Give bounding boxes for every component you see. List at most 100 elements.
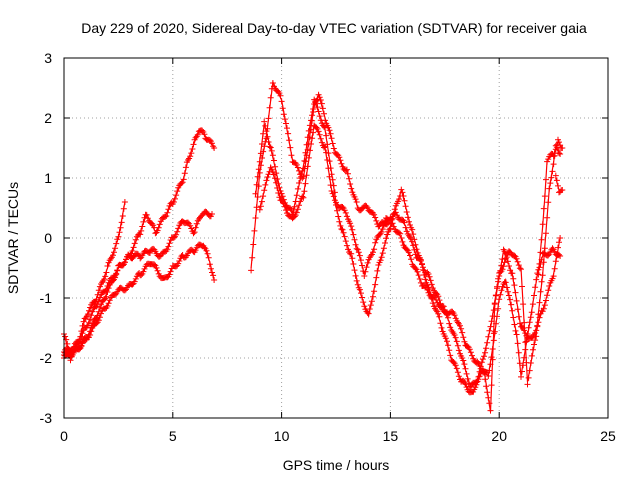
data-point (475, 360, 482, 367)
data-point (166, 240, 173, 247)
data-point (356, 252, 363, 259)
data-point (96, 314, 103, 321)
data-point (356, 286, 363, 293)
data-point (397, 230, 404, 237)
data-point (96, 283, 103, 290)
data-point (140, 268, 147, 275)
data-point (523, 338, 530, 345)
data-point (370, 293, 376, 300)
data-point (487, 407, 494, 414)
data-point (266, 143, 273, 150)
data-point (354, 246, 361, 253)
data-point (447, 352, 454, 359)
data-point (115, 233, 122, 240)
data-point (276, 194, 283, 201)
data-point (365, 310, 372, 317)
data-point (163, 213, 170, 219)
data-point (112, 245, 119, 252)
data-point (191, 229, 198, 236)
data-point (104, 289, 111, 295)
data-point (380, 222, 387, 229)
data-point (95, 287, 102, 294)
data-point (521, 319, 528, 326)
data-point (187, 222, 194, 229)
data-point (383, 235, 389, 242)
data-point (256, 206, 263, 213)
data-point (549, 168, 556, 175)
data-point (283, 207, 289, 214)
data-point (316, 113, 323, 120)
data-point (309, 112, 316, 119)
data-point (78, 342, 85, 349)
data-point (322, 143, 329, 150)
data-point (539, 221, 546, 228)
data-point (310, 129, 317, 136)
data-point (280, 111, 287, 118)
data-point (515, 262, 522, 269)
data-point (101, 276, 108, 283)
data-point (293, 192, 300, 199)
data-point (96, 294, 103, 301)
data-point (358, 257, 364, 264)
data-point (519, 368, 525, 375)
data-point (452, 334, 459, 341)
data-point (462, 365, 469, 372)
data-point (185, 219, 191, 226)
data-point (402, 203, 409, 210)
series-s1 (61, 199, 128, 364)
data-point (308, 117, 314, 124)
data-point (520, 362, 527, 369)
data-point (362, 268, 369, 275)
data-point (252, 215, 259, 221)
x-tick-label: 15 (383, 428, 399, 444)
data-point (506, 292, 512, 299)
data-point (509, 307, 516, 314)
data-point (420, 266, 426, 273)
data-point (490, 307, 497, 314)
data-point (541, 193, 548, 200)
data-point (532, 284, 539, 291)
data-point (556, 239, 562, 246)
data-point (487, 323, 494, 330)
data-point (391, 206, 398, 213)
data-point (405, 218, 412, 225)
grid (64, 58, 608, 418)
data-point (504, 288, 511, 295)
data-point (473, 381, 480, 388)
data-point (308, 141, 314, 147)
data-point (201, 131, 208, 138)
data-point (336, 154, 343, 161)
data-point (502, 255, 509, 262)
data-point (339, 204, 346, 210)
data-point (552, 172, 559, 179)
data-point (463, 384, 470, 391)
data-point (412, 265, 419, 272)
data-point (278, 197, 285, 204)
data-point (143, 211, 150, 218)
data-point (384, 231, 391, 238)
data-point (516, 320, 523, 327)
data-point (469, 352, 475, 359)
data-point (534, 322, 541, 329)
data-point (273, 179, 280, 186)
data-point (460, 357, 467, 364)
data-point (326, 127, 333, 134)
data-point (265, 139, 272, 145)
data-point (476, 368, 483, 375)
data-point (547, 180, 554, 187)
data-point (249, 254, 256, 261)
x-tick-label: 20 (491, 428, 507, 444)
data-point (525, 324, 532, 331)
data-point (173, 231, 180, 238)
x-tick-label: 10 (274, 428, 290, 444)
data-point (263, 128, 270, 135)
data-point (79, 330, 86, 337)
data-point (514, 340, 521, 347)
y-tick-label: 1 (44, 170, 52, 186)
data-point (178, 180, 185, 187)
y-axis-label: SDTVAR / TECUs (5, 182, 21, 294)
data-point (283, 120, 289, 127)
data-point (446, 320, 453, 327)
data-point (371, 288, 378, 295)
data-point (515, 349, 522, 356)
